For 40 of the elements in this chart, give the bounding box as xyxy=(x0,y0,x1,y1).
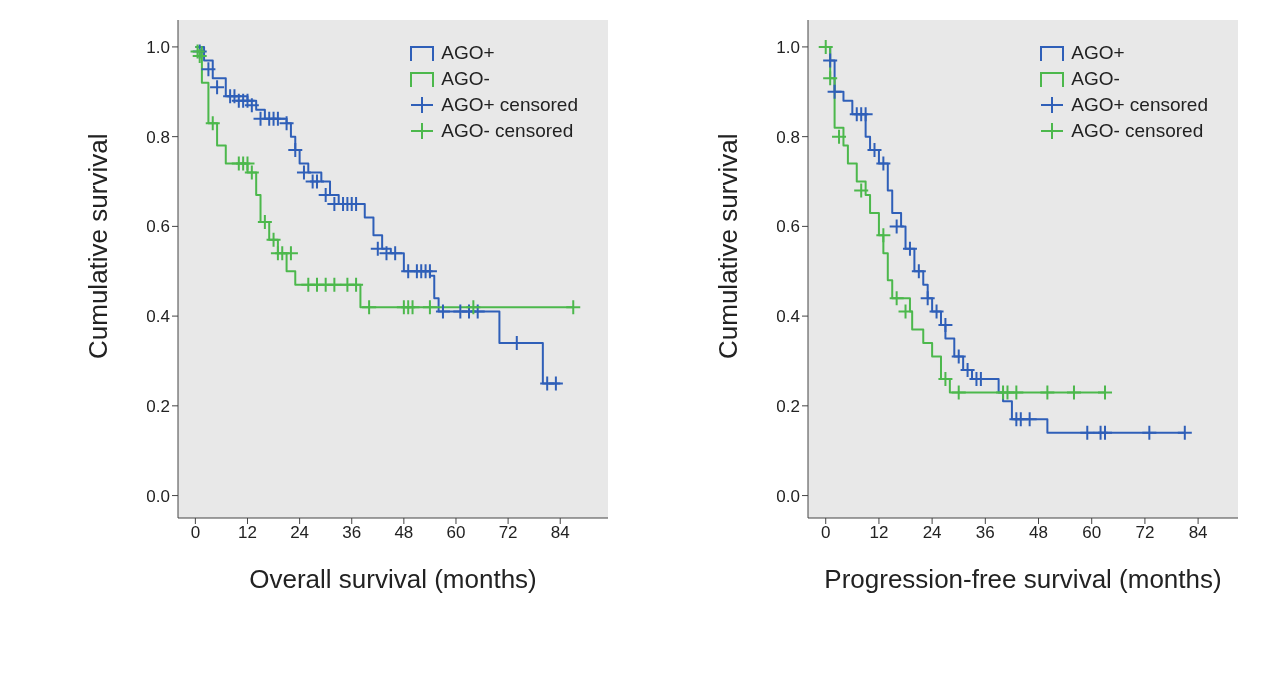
x-tick-label: 24 xyxy=(290,523,310,543)
x-tick-label: 36 xyxy=(342,523,362,543)
y-tick-label: 1.0 xyxy=(776,37,800,57)
x-tick-label: 12 xyxy=(869,523,889,543)
y-tick-label: 0.0 xyxy=(776,486,800,506)
y-tick-label: 0.2 xyxy=(146,396,170,416)
y-tick-label: 0.6 xyxy=(146,217,170,237)
x-tick-label: 60 xyxy=(1082,523,1102,543)
y-axis-title: Cumulative survival xyxy=(83,133,114,359)
x-axis-title: Overall survival (months) xyxy=(249,564,537,594)
x-axis-title: Progression-free survival (months) xyxy=(824,564,1222,594)
x-tick-label: 0 xyxy=(190,523,201,543)
legend-label: AGO+ xyxy=(441,42,495,64)
x-tick-label: 0 xyxy=(821,523,831,543)
y-tick-label: 0.8 xyxy=(776,127,800,147)
x-tick-label: 84 xyxy=(1188,523,1208,543)
y-tick-label: 0.4 xyxy=(776,307,800,327)
y-tick-label: 0.6 xyxy=(776,217,800,237)
legend-label: AGO- xyxy=(1071,68,1120,90)
y-tick-label: 1.0 xyxy=(146,37,170,57)
x-tick-label: 60 xyxy=(446,523,466,543)
x-tick-label: 72 xyxy=(1135,523,1155,543)
x-tick-label: 84 xyxy=(550,523,570,543)
legend-label: AGO+ censored xyxy=(1071,94,1208,116)
y-axis-title: Cumulative survival xyxy=(713,133,744,359)
x-tick-label: 12 xyxy=(238,523,257,543)
y-tick-label: 0.4 xyxy=(146,307,170,327)
y-tick-label: 0.0 xyxy=(146,486,170,506)
x-tick-label: 72 xyxy=(498,523,518,543)
y-tick-label: 0.2 xyxy=(776,396,800,416)
legend-label: AGO+ censored xyxy=(441,94,578,116)
x-tick-label: 24 xyxy=(922,523,942,543)
x-tick-label: 36 xyxy=(975,523,995,543)
legend-label: AGO- censored xyxy=(1071,120,1204,142)
x-tick-label: 48 xyxy=(1029,523,1048,543)
legend-label: AGO+ xyxy=(1071,42,1125,64)
y-tick-label: 0.8 xyxy=(146,127,170,147)
x-tick-label: 48 xyxy=(394,523,414,543)
legend-label: AGO- xyxy=(441,68,490,90)
legend-label: AGO- censored xyxy=(441,120,574,142)
